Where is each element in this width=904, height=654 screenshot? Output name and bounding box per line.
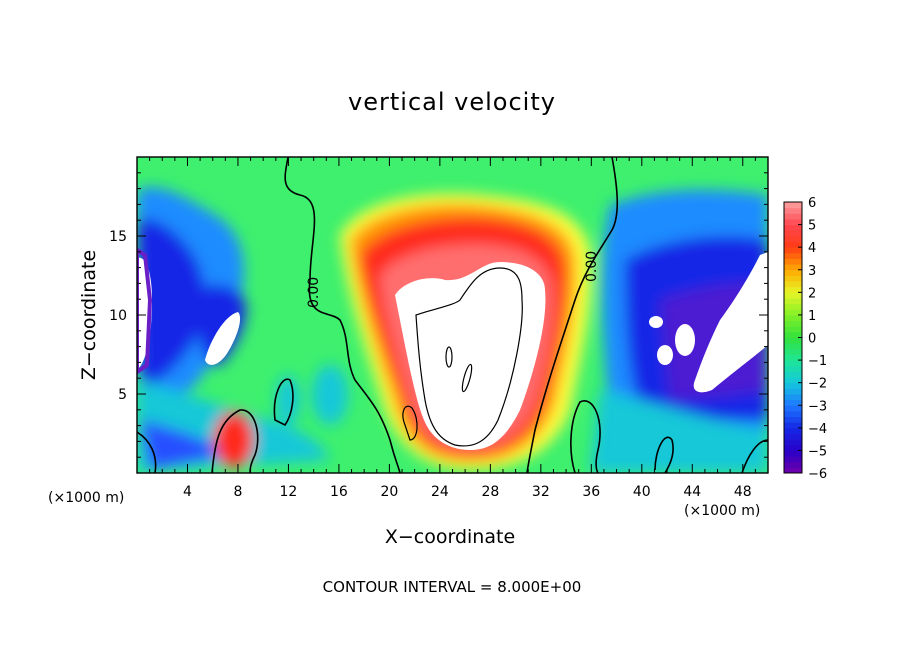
colorbar-tick-label: 2: [808, 286, 816, 301]
x-tick-label: 20: [380, 484, 398, 500]
y-tick-label: 15: [109, 229, 127, 245]
colorbar-swatch: [784, 320, 802, 327]
colorbar-swatch: [784, 303, 802, 310]
chart-title: vertical velocity: [348, 88, 556, 116]
colorbar-swatch: [784, 292, 802, 299]
colorbar-swatch: [784, 252, 802, 259]
colorbar-tick-label: −2: [808, 377, 827, 392]
x-tick-label: 24: [431, 484, 449, 500]
colorbar-swatch: [784, 202, 802, 209]
colorbar-swatch: [784, 354, 802, 361]
x-axis-label: X−coordinate: [384, 526, 516, 548]
colorbar-swatch: [784, 314, 802, 322]
colorbar: 6 5 4 3 2 1 0 −1 −2 −3 −4 −5 −6: [783, 196, 827, 482]
colorbar-tick-label: 0: [808, 332, 816, 347]
x-tick-label: 16: [330, 484, 348, 500]
colorbar-tick-label: −4: [808, 422, 827, 437]
colorbar-swatch: [784, 393, 802, 401]
colorbar-swatch: [784, 399, 802, 406]
colorbar-swatch: [784, 422, 802, 429]
x-tick-label: 8: [233, 484, 242, 500]
colorbar-swatch: [784, 382, 802, 389]
colorbar-swatch: [784, 416, 802, 423]
colorbar-swatch: [784, 264, 802, 271]
colorbar-swatch: [784, 348, 802, 355]
contour-interval-note: CONTOUR INTERVAL = 8.000E+00: [322, 578, 582, 596]
y-axis-label: Z−coordinate: [78, 249, 100, 381]
x-tick-label: 48: [734, 484, 752, 500]
contour-label: 0.00: [584, 251, 600, 282]
x-tick-label: 40: [633, 484, 651, 500]
colorbar-swatch: [784, 309, 802, 316]
y-tick-label: 5: [118, 387, 127, 403]
x-unit-note: (×1000 m): [48, 490, 125, 506]
colorbar-swatch: [784, 241, 802, 248]
colorbar-swatch: [784, 275, 802, 282]
colorbar-swatch: [784, 343, 802, 350]
colorbar-swatch: [784, 456, 802, 463]
colorbar-tick-label: −1: [808, 354, 827, 369]
colorbar-swatch: [784, 230, 802, 237]
colorbar-swatch: [784, 360, 802, 367]
x-tick-label: 32: [532, 484, 550, 500]
colorbar-swatch: [784, 439, 802, 446]
contour-label: 0.00: [306, 277, 322, 308]
colorbar-swatch: [784, 365, 802, 372]
colorbar-swatch: [784, 235, 802, 243]
colorbar-swatch: [784, 337, 802, 344]
colorbar-tick-label: 6: [808, 196, 816, 211]
colorbar-swatch: [784, 281, 802, 288]
colorbar-swatch: [784, 331, 802, 338]
colorbar-swatch: [784, 326, 802, 333]
colorbar-tick-label: −5: [808, 444, 827, 459]
colorbar-swatch: [784, 207, 802, 214]
x-tick-label: 44: [683, 484, 701, 500]
x-unit-note-right: (×1000 m): [684, 503, 761, 519]
heatmap-field: [137, 157, 768, 473]
colorbar-tick-label: −3: [808, 399, 827, 414]
colorbar-swatch: [784, 218, 802, 226]
colorbar-tick-label: 5: [808, 219, 816, 234]
colorbar-tick-label: 4: [808, 241, 816, 256]
y-tick-label: 10: [109, 308, 127, 324]
colorbar-swatch: [784, 377, 802, 384]
colorbar-swatch: [784, 371, 802, 378]
colorbar-tick-label: −6: [808, 467, 827, 482]
colorbar-swatch: [784, 286, 802, 293]
colorbar-swatch: [784, 427, 802, 434]
x-tick-label: 4: [183, 484, 192, 500]
colorbar-swatch: [784, 224, 802, 231]
colorbar-swatch: [784, 297, 802, 305]
colorbar-swatch: [784, 433, 802, 440]
colorbar-swatch: [784, 444, 802, 451]
colorbar-swatch: [784, 461, 802, 468]
colorbar-swatch: [784, 405, 802, 412]
colorbar-tick-label: 1: [808, 309, 816, 324]
colorbar-swatch: [784, 258, 802, 265]
colorbar-swatch: [784, 247, 802, 254]
x-tick-label: 36: [582, 484, 600, 500]
colorbar-swatch: [784, 269, 802, 276]
colorbar-swatch: [784, 467, 802, 474]
colorbar-tick-label: 3: [808, 264, 816, 279]
x-tick-label: 12: [280, 484, 298, 500]
colorbar-swatch: [784, 388, 802, 395]
colorbar-swatch: [784, 410, 802, 418]
colorbar-swatch: [784, 213, 802, 220]
colorbar-swatch: [784, 450, 802, 457]
x-tick-label: 28: [481, 484, 499, 500]
